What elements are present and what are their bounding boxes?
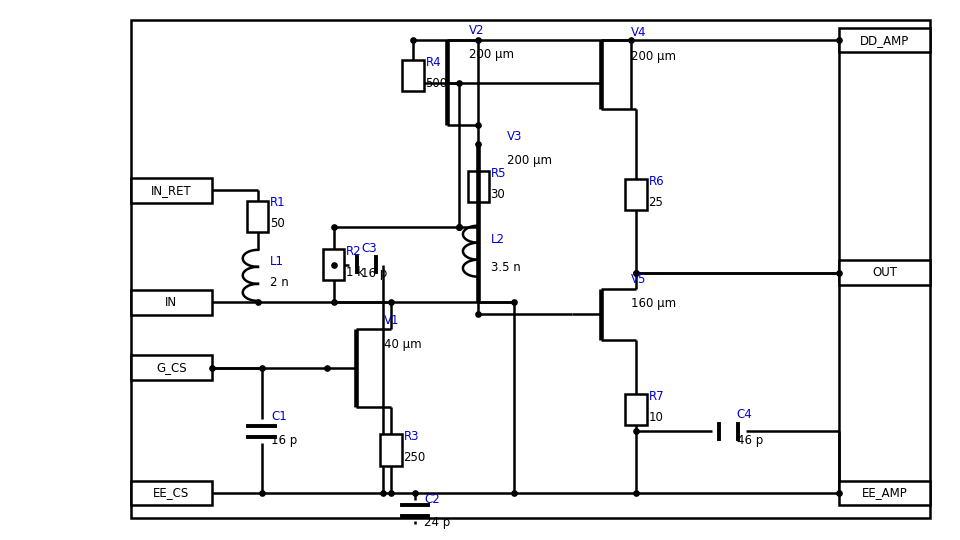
- Text: IN_RET: IN_RET: [151, 184, 192, 197]
- Bar: [402, 60, 423, 91]
- Text: IN: IN: [165, 296, 178, 309]
- Text: V3: V3: [507, 130, 522, 143]
- Bar: [380, 434, 401, 465]
- Text: R5: R5: [491, 167, 506, 180]
- Bar: [323, 249, 344, 280]
- Text: 40 μm: 40 μm: [384, 338, 421, 351]
- Bar: [626, 179, 646, 211]
- Bar: [839, 260, 930, 285]
- Text: V2: V2: [468, 24, 484, 37]
- Text: C1: C1: [272, 410, 287, 423]
- Text: 200 μm: 200 μm: [507, 154, 552, 167]
- Bar: [131, 355, 212, 380]
- Bar: [131, 290, 212, 315]
- Text: 10: 10: [648, 411, 663, 424]
- Bar: [131, 20, 930, 518]
- Text: EE_CS: EE_CS: [154, 487, 189, 500]
- Text: R7: R7: [648, 390, 664, 403]
- Text: 24 p: 24 p: [424, 516, 451, 529]
- Text: 3.5 n: 3.5 n: [491, 261, 520, 274]
- Text: 16 p: 16 p: [361, 267, 388, 280]
- Bar: [839, 28, 930, 52]
- Bar: [468, 171, 489, 202]
- Text: V5: V5: [632, 273, 647, 286]
- Text: R4: R4: [425, 56, 441, 69]
- Text: V4: V4: [632, 26, 647, 39]
- Text: 1 k: 1 k: [346, 266, 364, 279]
- Text: C2: C2: [424, 494, 441, 507]
- Text: 30: 30: [491, 188, 505, 201]
- Text: L1: L1: [271, 255, 284, 268]
- Text: C3: C3: [361, 242, 377, 255]
- Bar: [131, 481, 212, 505]
- Text: V1: V1: [384, 314, 399, 327]
- Text: 16 p: 16 p: [272, 434, 298, 447]
- Bar: [839, 481, 930, 505]
- Text: R2: R2: [346, 245, 362, 258]
- Text: 160 μm: 160 μm: [632, 297, 677, 310]
- Bar: [248, 201, 269, 232]
- Text: 2 n: 2 n: [271, 276, 289, 289]
- Text: R3: R3: [403, 430, 419, 443]
- Text: 200 μm: 200 μm: [632, 50, 676, 63]
- Text: R1: R1: [271, 197, 286, 210]
- Text: G_CS: G_CS: [156, 361, 186, 374]
- Text: R6: R6: [648, 175, 664, 188]
- Text: EE_AMP: EE_AMP: [861, 487, 907, 500]
- Text: OUT: OUT: [872, 266, 897, 279]
- Text: 250: 250: [403, 451, 425, 464]
- Bar: [626, 394, 646, 426]
- Text: L2: L2: [491, 233, 505, 246]
- Text: 46 p: 46 p: [736, 434, 763, 447]
- Text: 50: 50: [271, 218, 285, 231]
- Bar: [131, 178, 212, 203]
- Text: 25: 25: [648, 196, 663, 209]
- Text: 500: 500: [425, 77, 447, 90]
- Text: DD_AMP: DD_AMP: [860, 33, 909, 46]
- Text: 200 μm: 200 μm: [468, 48, 514, 61]
- Text: C4: C4: [736, 408, 753, 422]
